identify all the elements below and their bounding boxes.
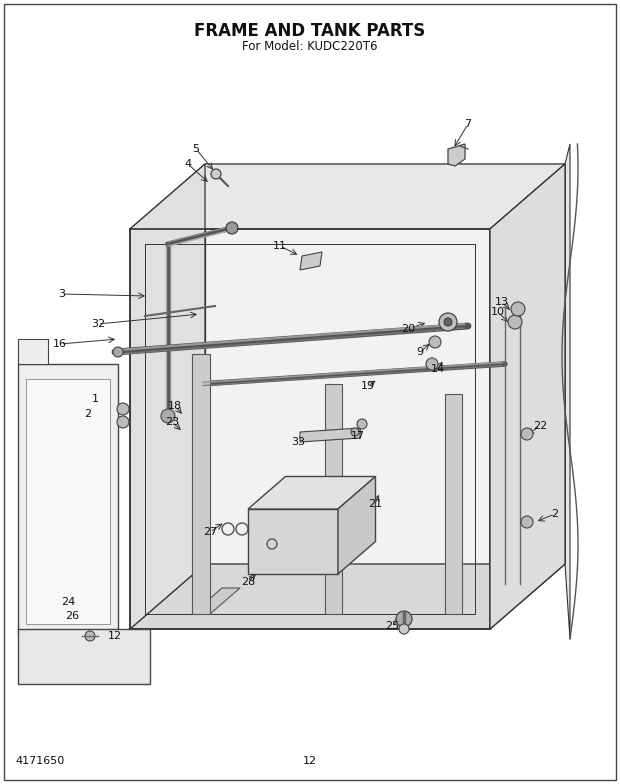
Polygon shape	[18, 339, 48, 364]
Text: 33: 33	[291, 437, 305, 447]
Text: 19: 19	[361, 381, 375, 391]
Text: 27: 27	[203, 527, 217, 537]
Polygon shape	[490, 164, 565, 629]
Polygon shape	[338, 477, 376, 574]
Text: 17: 17	[351, 431, 365, 441]
Circle shape	[117, 416, 129, 428]
Circle shape	[444, 318, 452, 326]
Polygon shape	[18, 629, 150, 684]
Text: 11: 11	[273, 241, 287, 251]
Polygon shape	[248, 477, 376, 509]
Text: 28: 28	[241, 577, 255, 587]
Circle shape	[113, 347, 123, 357]
Polygon shape	[490, 164, 565, 629]
Text: 18: 18	[168, 401, 182, 411]
Text: 26: 26	[65, 611, 79, 621]
Text: 2: 2	[551, 509, 559, 519]
Text: 25: 25	[385, 621, 399, 631]
Polygon shape	[448, 144, 465, 166]
Polygon shape	[300, 428, 360, 442]
Polygon shape	[325, 384, 342, 614]
Text: For Model: KUDC220T6: For Model: KUDC220T6	[242, 40, 378, 53]
Polygon shape	[192, 588, 240, 614]
Circle shape	[226, 222, 238, 234]
Text: 10: 10	[491, 307, 505, 317]
Text: 5: 5	[192, 144, 200, 154]
Polygon shape	[130, 564, 565, 629]
Polygon shape	[130, 164, 205, 629]
Text: 12: 12	[303, 756, 317, 766]
Text: 32: 32	[91, 319, 105, 329]
Circle shape	[211, 169, 221, 179]
Polygon shape	[300, 252, 322, 270]
Circle shape	[396, 611, 412, 627]
Circle shape	[357, 419, 367, 429]
Circle shape	[161, 409, 175, 423]
Text: 13: 13	[495, 297, 509, 307]
Text: 1: 1	[92, 394, 99, 404]
Text: 22: 22	[533, 421, 547, 431]
Text: 21: 21	[368, 499, 382, 509]
Polygon shape	[248, 509, 338, 574]
Circle shape	[521, 516, 533, 528]
Text: 16: 16	[53, 339, 67, 349]
Polygon shape	[205, 164, 565, 564]
Polygon shape	[130, 164, 565, 229]
Polygon shape	[18, 364, 118, 634]
Circle shape	[426, 358, 438, 370]
Circle shape	[351, 428, 359, 436]
Text: FRAME AND TANK PARTS: FRAME AND TANK PARTS	[195, 22, 425, 40]
Text: 2: 2	[84, 409, 92, 419]
Polygon shape	[445, 394, 462, 614]
Circle shape	[511, 302, 525, 316]
Circle shape	[85, 631, 95, 641]
Circle shape	[508, 315, 522, 329]
Polygon shape	[565, 144, 570, 639]
Text: 9: 9	[417, 347, 423, 357]
Polygon shape	[26, 379, 110, 624]
Polygon shape	[192, 354, 210, 614]
Text: 20: 20	[401, 324, 415, 334]
Text: 3: 3	[58, 289, 66, 299]
Circle shape	[399, 624, 409, 634]
Text: 4171650: 4171650	[15, 756, 64, 766]
Text: 4: 4	[184, 159, 192, 169]
Text: 12: 12	[108, 631, 122, 641]
Circle shape	[439, 313, 457, 331]
Circle shape	[117, 403, 129, 415]
Text: 7: 7	[464, 119, 472, 129]
Circle shape	[429, 336, 441, 348]
Text: 23: 23	[165, 417, 179, 427]
Text: 24: 24	[61, 597, 75, 607]
Text: 14: 14	[431, 364, 445, 374]
Circle shape	[521, 428, 533, 440]
